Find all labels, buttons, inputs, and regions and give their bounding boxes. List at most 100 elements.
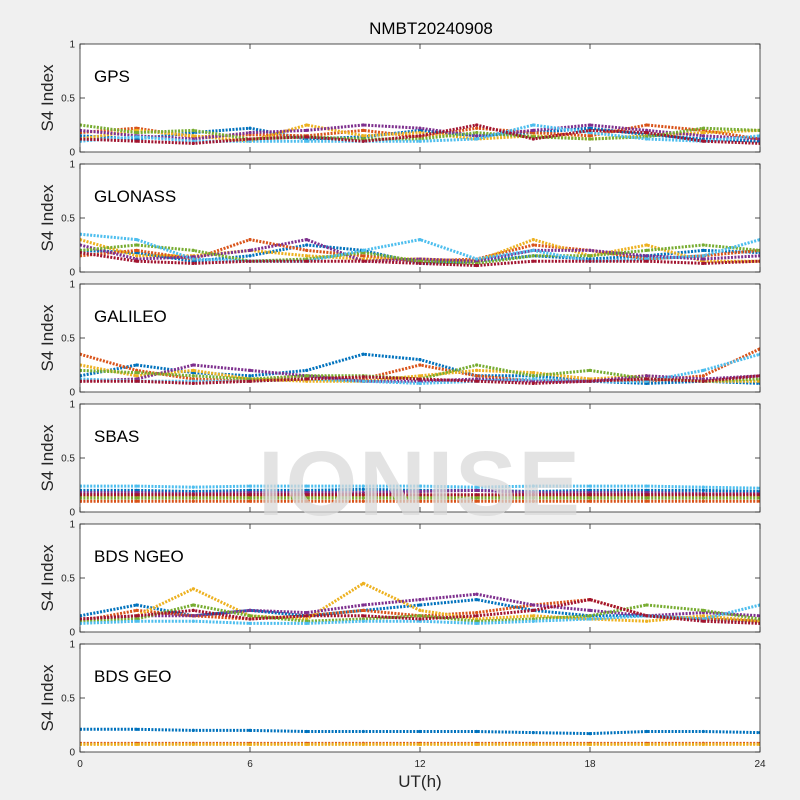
data-point [645, 137, 649, 141]
data-point [701, 257, 705, 261]
data-point [531, 123, 535, 127]
data-point [191, 499, 195, 503]
panel-0: 0 0.5 1 S4 Index GPS [38, 40, 761, 159]
data-point [305, 496, 309, 500]
data-point [248, 368, 252, 372]
data-point [248, 259, 252, 263]
data-point [475, 488, 479, 492]
data-point [248, 614, 252, 618]
data-point [191, 728, 195, 733]
data-point [248, 728, 252, 733]
data-point [475, 499, 479, 503]
data-point [305, 729, 309, 734]
data-point [135, 727, 139, 731]
x-tick-label: 12 [414, 759, 426, 770]
data-point [588, 614, 592, 618]
data-point [475, 496, 479, 500]
series-group [80, 727, 760, 747]
data-point [531, 603, 535, 607]
data-point [475, 610, 479, 615]
data-point [361, 496, 365, 500]
data-point [531, 499, 535, 503]
data-point [531, 243, 535, 247]
data-point [361, 493, 365, 497]
data-point [418, 261, 422, 265]
data-point [418, 489, 422, 494]
data-point [701, 608, 705, 613]
y-axis-label: S4 Index [38, 424, 57, 492]
data-point [645, 614, 649, 618]
data-point [701, 729, 705, 734]
y-axis-label: S4 Index [38, 544, 57, 612]
y-tick-label: 0.5 [61, 574, 75, 585]
data-point [531, 377, 535, 381]
data-point [361, 128, 365, 132]
data-point [475, 134, 479, 138]
data-point [418, 134, 422, 138]
data-point [475, 130, 479, 135]
data-point [135, 243, 139, 247]
data-point [305, 374, 309, 378]
data-point [418, 493, 422, 497]
data-point [418, 608, 422, 613]
data-point [418, 742, 422, 747]
data-point [305, 243, 309, 247]
data-point [701, 496, 705, 500]
data-point [588, 368, 592, 372]
y-tick-label: 1 [69, 520, 75, 531]
data-point [531, 248, 535, 252]
y-tick-label: 0 [69, 268, 75, 279]
data-point [588, 254, 592, 258]
data-point [645, 484, 649, 488]
data-point [361, 619, 365, 623]
data-point [588, 248, 592, 252]
data-point [418, 358, 422, 362]
data-point [361, 134, 365, 138]
data-point [361, 729, 365, 734]
data-point [531, 496, 535, 500]
data-point [531, 254, 535, 258]
data-point [645, 496, 649, 500]
y-tick-label: 0 [69, 748, 75, 759]
data-point [418, 363, 422, 367]
data-point [418, 617, 422, 621]
data-point [531, 259, 535, 263]
data-point [305, 493, 309, 497]
data-point [701, 499, 705, 503]
data-point [701, 374, 705, 378]
data-point [361, 375, 365, 379]
data-point [475, 263, 479, 268]
data-point [645, 130, 649, 135]
data-point [475, 493, 479, 497]
data-point [418, 614, 422, 618]
panel-3: 0 0.5 1 S4 Index SBAS [38, 400, 761, 519]
data-point [701, 619, 705, 623]
data-point [531, 730, 535, 735]
y-tick-label: 0.5 [61, 454, 75, 465]
data-point [588, 259, 592, 263]
data-point [135, 619, 139, 623]
data-point [191, 485, 195, 489]
data-point [135, 238, 139, 242]
data-point [305, 123, 309, 127]
data-point [645, 499, 649, 503]
data-point [475, 729, 479, 734]
data-point [305, 614, 309, 618]
data-point [701, 485, 705, 489]
panel-5: 0 0.5 1 S4 Index BDS GEO [38, 640, 761, 759]
data-point [248, 374, 252, 378]
data-point [361, 742, 365, 747]
data-point [191, 381, 195, 385]
data-point [701, 126, 705, 130]
series-group [80, 484, 760, 503]
data-point [475, 374, 479, 378]
data-point [418, 238, 422, 242]
axes-background [80, 524, 760, 632]
data-point [305, 377, 309, 381]
data-point [248, 238, 252, 242]
data-point [248, 496, 252, 500]
data-point [248, 608, 252, 613]
data-point [588, 128, 592, 132]
data-point [701, 139, 705, 143]
data-point [191, 261, 195, 265]
